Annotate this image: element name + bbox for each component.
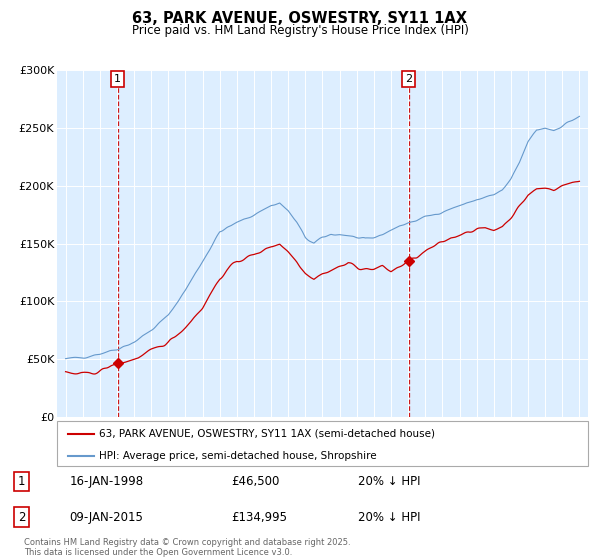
Text: 2: 2 xyxy=(18,511,25,524)
Text: £134,995: £134,995 xyxy=(231,511,287,524)
Text: 20% ↓ HPI: 20% ↓ HPI xyxy=(358,475,420,488)
Text: 1: 1 xyxy=(18,475,25,488)
Text: 16-JAN-1998: 16-JAN-1998 xyxy=(70,475,144,488)
Text: 2: 2 xyxy=(405,74,412,84)
Text: 20% ↓ HPI: 20% ↓ HPI xyxy=(358,511,420,524)
Text: 63, PARK AVENUE, OSWESTRY, SY11 1AX (semi-detached house): 63, PARK AVENUE, OSWESTRY, SY11 1AX (sem… xyxy=(100,428,436,438)
Text: Contains HM Land Registry data © Crown copyright and database right 2025.
This d: Contains HM Land Registry data © Crown c… xyxy=(24,538,350,557)
Text: Price paid vs. HM Land Registry's House Price Index (HPI): Price paid vs. HM Land Registry's House … xyxy=(131,24,469,37)
Text: 1: 1 xyxy=(114,74,121,84)
Text: £46,500: £46,500 xyxy=(231,475,279,488)
FancyBboxPatch shape xyxy=(57,421,588,466)
Text: 63, PARK AVENUE, OSWESTRY, SY11 1AX: 63, PARK AVENUE, OSWESTRY, SY11 1AX xyxy=(133,11,467,26)
Text: 09-JAN-2015: 09-JAN-2015 xyxy=(70,511,143,524)
Text: HPI: Average price, semi-detached house, Shropshire: HPI: Average price, semi-detached house,… xyxy=(100,451,377,461)
